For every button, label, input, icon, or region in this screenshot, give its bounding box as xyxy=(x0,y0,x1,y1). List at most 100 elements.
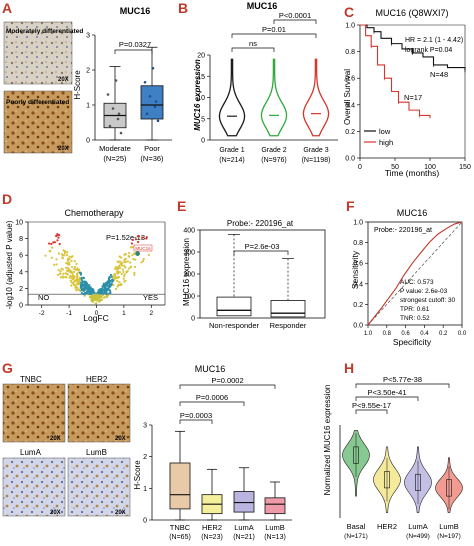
panel-d-point xyxy=(80,276,83,280)
panel-b-0-bracket xyxy=(231,47,275,52)
panel-d-ytick-label: 8 xyxy=(19,236,23,243)
panel-d-point xyxy=(77,288,80,291)
panel-d-point xyxy=(85,291,88,295)
panel-d-point xyxy=(65,272,68,275)
panel-d-point xyxy=(44,254,47,257)
panel-d-point xyxy=(75,268,78,271)
panel-d-point xyxy=(57,252,61,255)
panel-f-ytick-label: 0.0 xyxy=(353,323,363,330)
panel-d-point xyxy=(91,300,95,304)
panel-b-category-label: Grade 1 xyxy=(219,147,244,154)
panel-e-ytick-label: 200 xyxy=(183,272,195,279)
panel-d-point xyxy=(131,238,134,242)
panel-d-point xyxy=(141,259,145,263)
panel-d-point xyxy=(76,275,79,278)
panel-d-point xyxy=(84,280,87,284)
panel-d-point xyxy=(98,299,101,302)
panel-d-point xyxy=(117,283,121,287)
panel-d-point xyxy=(107,277,111,280)
panel-d-ytick-label: 2 xyxy=(19,286,23,293)
panel-a-bracket xyxy=(114,49,153,54)
panel-d-gene-tag: MUC16 xyxy=(135,246,151,251)
panel-d-point xyxy=(76,280,79,283)
panel-d-point xyxy=(79,283,82,286)
panel-d-point xyxy=(123,264,126,267)
panel-d-point xyxy=(114,277,117,280)
panel-d-point xyxy=(66,263,70,266)
panel-g-0-bracket-label: P=0.0002 xyxy=(211,376,243,385)
panel-e-ytick-label: 0 xyxy=(191,316,195,323)
panel-a-point xyxy=(143,80,147,84)
panel-d-point xyxy=(87,288,90,291)
panel-d-xtick-label: -2 xyxy=(39,310,45,317)
panel-d-point xyxy=(70,256,73,259)
panel-d-point xyxy=(120,261,123,264)
panel-d-point xyxy=(66,259,70,262)
panel-letter-c: C xyxy=(344,4,354,20)
panel-h-category-label: LumA xyxy=(408,522,428,531)
panel-d-point xyxy=(114,267,117,270)
panel-g-2-bracket-label: P=0.0003 xyxy=(180,411,212,420)
panel-a-point xyxy=(111,107,115,110)
panel-letter-g: G xyxy=(2,360,13,376)
tissue-image-her2 xyxy=(67,383,131,443)
panel-d-point xyxy=(142,257,145,261)
panel-d-point xyxy=(133,273,136,276)
panel-d-point xyxy=(70,259,73,263)
panel-d-point xyxy=(118,264,121,267)
panel-d-point xyxy=(129,261,132,264)
panel-f-plot: 1.0 0.8 0.6 0.4 0.2 0.0 0.0 0.2 0.4 0.6 0.8 1.0 xyxy=(353,220,467,338)
panel-d-point xyxy=(61,256,64,259)
panel-d-ytick-label: 6 xyxy=(19,253,23,260)
panel-d-point xyxy=(117,276,121,279)
panel-c-xlabel: Time (months) xyxy=(385,168,440,178)
panel-d-point xyxy=(68,261,71,264)
tissue-image-tnbc xyxy=(2,383,66,443)
panel-a-ytick-label: 3 xyxy=(86,33,90,40)
panel-b-2-violin xyxy=(302,58,330,137)
panel-d-point xyxy=(90,298,93,301)
panel-c-legend: low high xyxy=(364,127,393,147)
panel-d-point xyxy=(109,291,112,294)
panel-d-point xyxy=(83,284,86,288)
panel-c-xtick-label: 50 xyxy=(391,164,399,171)
panel-d-pvalue: P=1.52e-13 xyxy=(106,233,145,242)
panel-d-point xyxy=(133,271,136,275)
panel-d-point xyxy=(118,267,122,270)
panel-h-2-bracket xyxy=(355,409,388,414)
panel-b-1-bracket-label: P=0.01 xyxy=(262,25,286,34)
panel-d-point xyxy=(107,285,111,289)
panel-d-point xyxy=(63,254,66,257)
tissue-image-poor xyxy=(3,90,73,154)
panel-b-2-bracket-label: P<0.0001 xyxy=(279,11,311,20)
panel-d-point xyxy=(97,291,100,294)
panel-c-xtick-label: 0 xyxy=(358,164,362,171)
panel-b-n-label: (N=1198) xyxy=(302,157,331,164)
panel-e-bracket xyxy=(233,250,289,255)
img-label-her2: HER2 xyxy=(86,375,108,384)
panel-g-ytick-label: 1 xyxy=(143,486,147,493)
panel-d-highlight-point xyxy=(135,251,141,256)
legend-label-low: low xyxy=(379,127,391,136)
panel-h-category-label: HER2 xyxy=(377,522,397,531)
panel-d-point xyxy=(121,268,124,271)
panel-letter-d: D xyxy=(2,191,12,207)
panel-b-1-violin xyxy=(260,58,288,137)
panel-d-point xyxy=(75,262,78,265)
panel-e-pvalue: P=2.6e-03 xyxy=(245,242,280,251)
panel-d-point xyxy=(116,266,119,269)
panel-d-ytick-label: 0 xyxy=(19,303,23,310)
panel-g: G TNBC HER2 LumA LumB 20X 20X 20X 20X MU… xyxy=(2,360,292,541)
panel-c-logrank: logrank P=0.04 xyxy=(405,47,452,54)
panel-f-xlabel: Specificity xyxy=(393,337,432,347)
panel-d-point xyxy=(57,236,60,239)
panel-d-point xyxy=(91,289,94,292)
panel-g-0-box xyxy=(169,462,191,510)
panel-c-series-low xyxy=(360,24,466,71)
panel-d-gene-tag-box xyxy=(133,244,153,252)
panel-d-point xyxy=(58,272,61,276)
panel-a-point xyxy=(116,117,120,121)
panel-d-point xyxy=(65,253,69,257)
panel-g-2-bracket xyxy=(179,419,213,424)
panel-g-n-label: (N=23) xyxy=(201,534,223,541)
